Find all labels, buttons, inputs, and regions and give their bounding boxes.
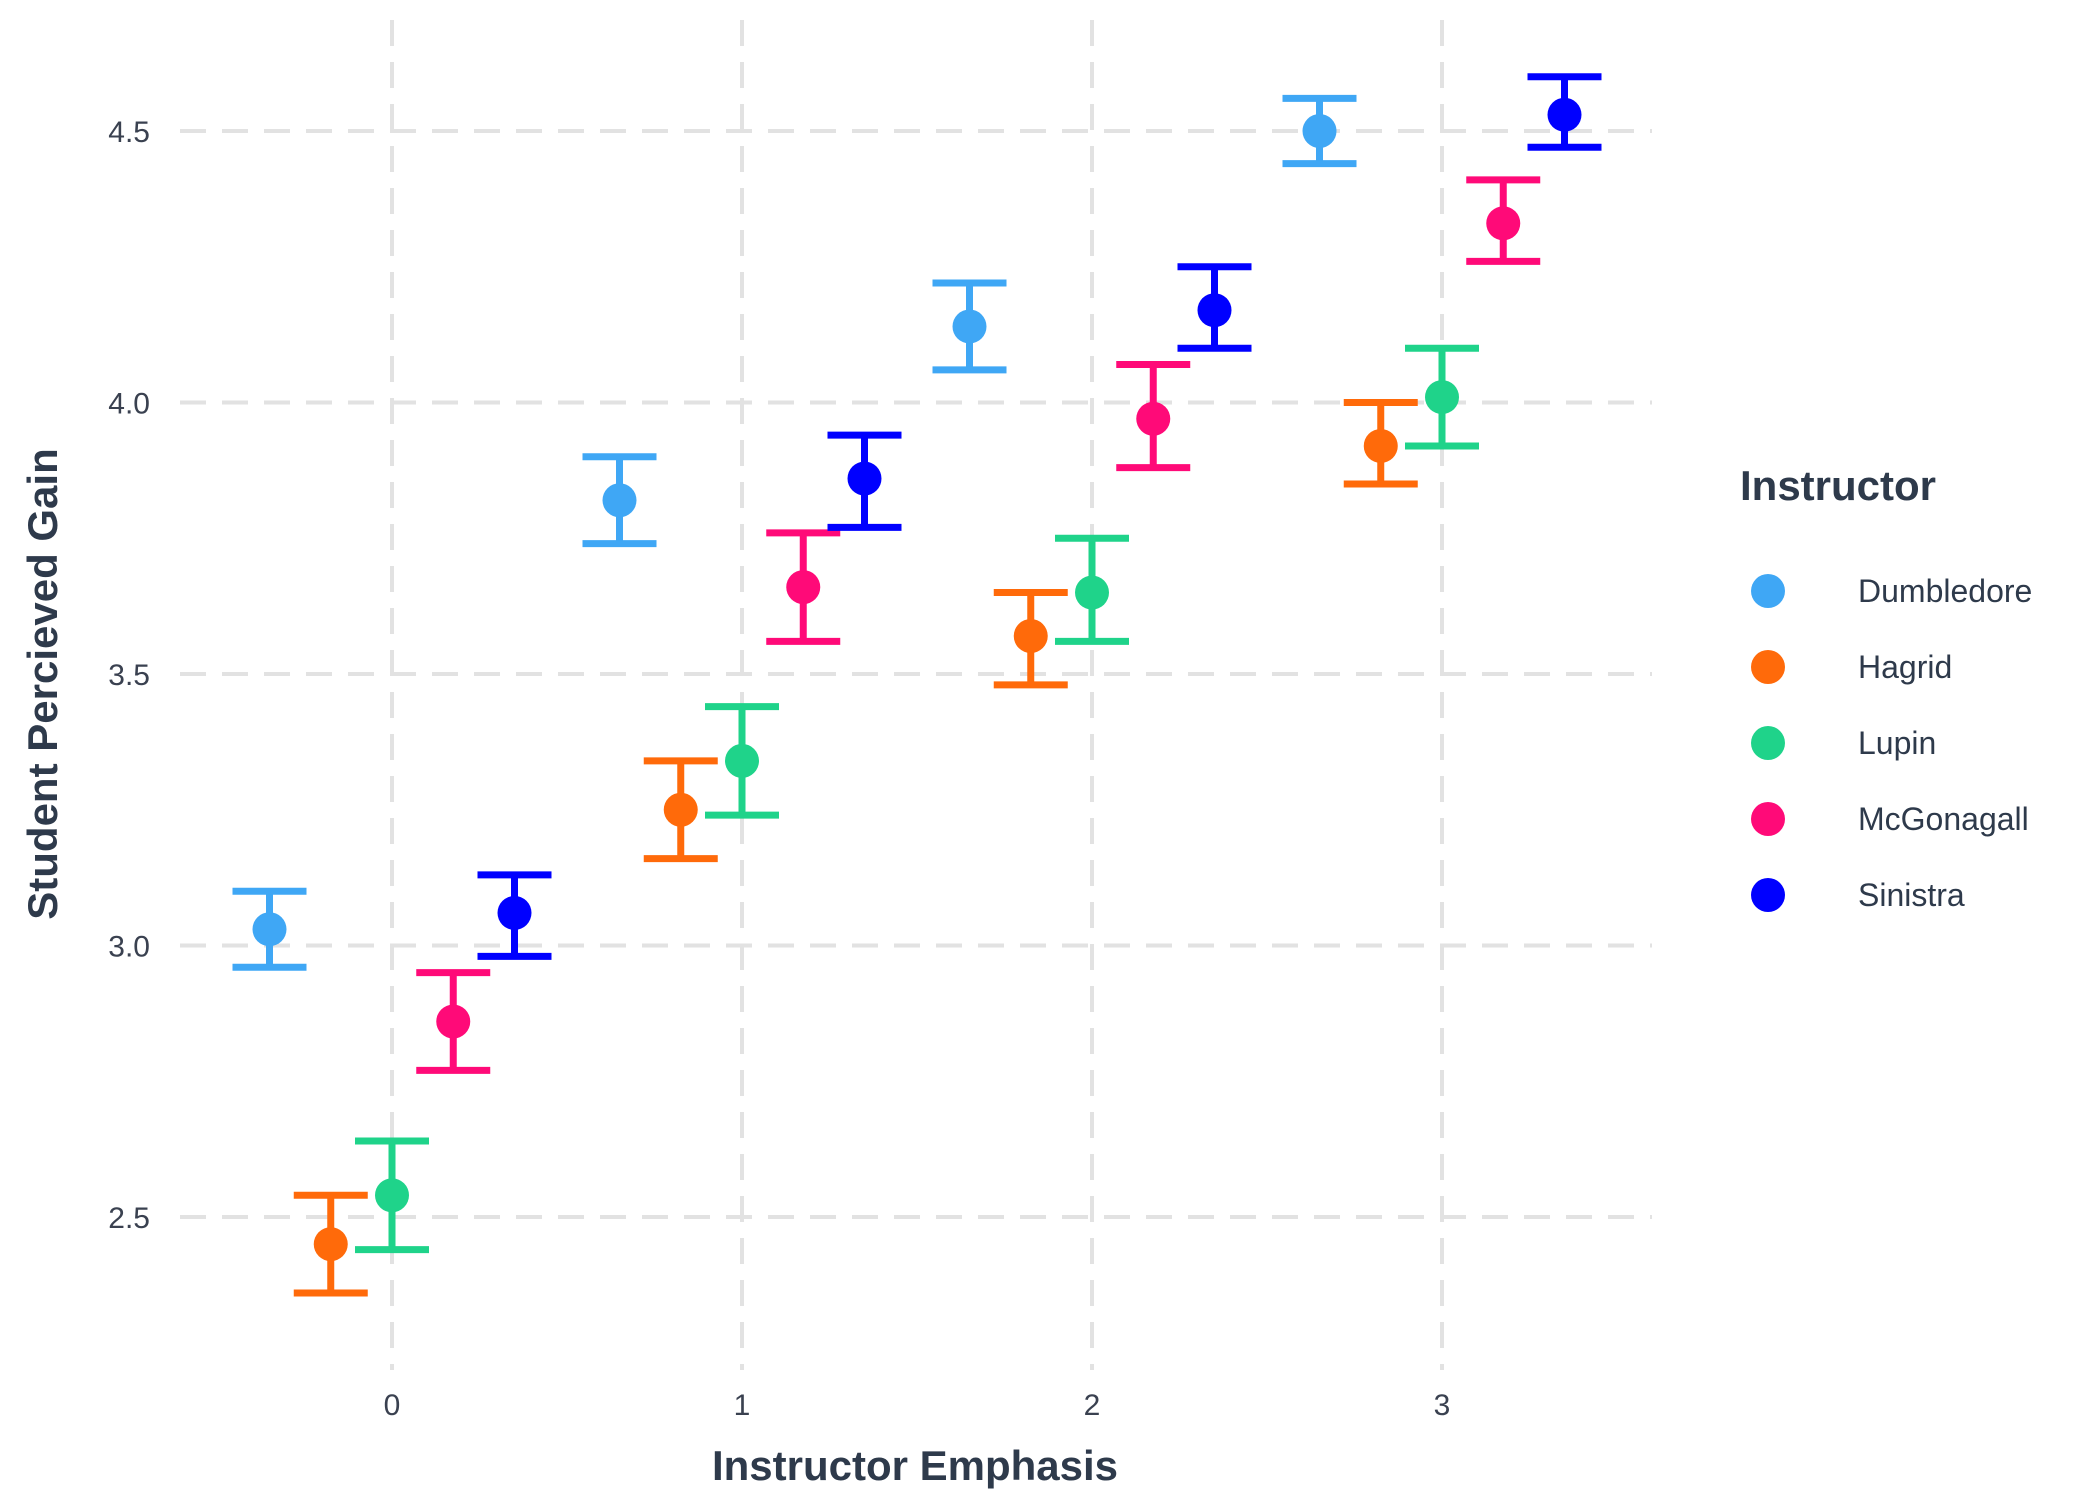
x-tick-label-0: 0: [384, 1389, 401, 1422]
marker-sinistra-2: [1197, 293, 1232, 328]
x-axis-title: Instructor Emphasis: [712, 1442, 1118, 1489]
marker-mcgonagall-0: [436, 1004, 471, 1039]
legend-item-mcgonagall: McGonagall: [1751, 801, 2029, 837]
point-lupin-3: [1405, 344, 1479, 450]
marker-lupin-0: [375, 1178, 409, 1213]
point-hagrid-0: [293, 1191, 368, 1297]
marker-lupin-3: [1425, 380, 1459, 415]
point-sinistra-3: [1527, 73, 1602, 151]
point-sinistra-2: [1177, 263, 1252, 352]
legend-swatch-dumbledore: [1751, 574, 1785, 608]
legend-item-lupin: Lupin: [1751, 725, 1936, 761]
grid-layer: [180, 20, 1652, 1370]
marker-hagrid-0: [313, 1227, 348, 1262]
y-tick-label-3: 4.0: [108, 388, 150, 421]
legend-item-hagrid: Hagrid: [1751, 649, 1952, 685]
marker-dumbledore-3: [1302, 114, 1337, 148]
y-tick-label-1: 3.0: [108, 931, 150, 964]
marker-hagrid-2: [1013, 618, 1048, 653]
marker-sinistra-3: [1547, 97, 1582, 132]
point-sinistra-0: [477, 871, 552, 960]
legend: Instructor Dumbledore Hagrid Lupin McGonaga…: [1740, 462, 2032, 913]
point-dumbledore-0: [232, 887, 307, 971]
y-axis-title: Student Percieved Gain: [19, 448, 66, 919]
marker-mcgonagall-2: [1136, 401, 1171, 436]
point-hagrid-1: [643, 757, 718, 863]
point-dumbledore-3: [1282, 94, 1357, 168]
legend-label-sinistra: Sinistra: [1858, 877, 1965, 913]
legend-label-hagrid: Hagrid: [1858, 649, 1952, 685]
legend-item-sinistra: Sinistra: [1751, 877, 1965, 913]
legend-swatch-sinistra: [1751, 878, 1785, 912]
point-lupin-2: [1055, 534, 1129, 645]
marker-mcgonagall-3: [1486, 206, 1521, 241]
legend-swatch-mcgonagall: [1751, 802, 1785, 836]
marker-lupin-1: [725, 743, 759, 778]
legend-items: Dumbledore Hagrid Lupin McGonagall Sinistra: [1751, 573, 2032, 913]
legend-label-mcgonagall: McGonagall: [1858, 801, 2029, 837]
marker-mcgonagall-1: [786, 570, 821, 605]
point-dumbledore-2: [932, 279, 1007, 374]
point-lupin-0: [355, 1137, 429, 1254]
legend-label-dumbledore: Dumbledore: [1858, 573, 2032, 609]
point-hagrid-3: [1343, 399, 1418, 488]
point-hagrid-2: [993, 589, 1068, 689]
marker-hagrid-1: [663, 792, 698, 827]
marker-hagrid-3: [1363, 428, 1398, 463]
point-mcgonagall-0: [416, 969, 491, 1074]
marker-lupin-2: [1075, 575, 1109, 610]
marker-dumbledore-0: [252, 912, 287, 947]
legend-swatch-hagrid: [1751, 650, 1785, 684]
y-tick-label-2: 3.5: [108, 659, 150, 692]
point-mcgonagall-2: [1116, 360, 1191, 472]
x-tick-label-2: 2: [1084, 1389, 1101, 1422]
y-tick-label-4: 4.5: [108, 116, 150, 149]
legend-label-lupin: Lupin: [1858, 725, 1936, 761]
point-mcgonagall-1: [766, 529, 841, 645]
plot-area: [232, 73, 1602, 1297]
legend-swatch-lupin: [1751, 726, 1785, 760]
marker-dumbledore-2: [952, 309, 987, 344]
point-dumbledore-1: [582, 453, 657, 548]
legend-item-dumbledore: Dumbledore: [1751, 573, 2032, 609]
marker-dumbledore-1: [602, 483, 637, 518]
y-tick-label-0: 2.5: [108, 1202, 150, 1235]
marker-sinistra-1: [847, 461, 882, 496]
marker-sinistra-0: [497, 895, 532, 930]
point-lupin-1: [705, 703, 779, 819]
point-sinistra-1: [827, 431, 902, 531]
x-tick-label-3: 3: [1434, 1389, 1451, 1422]
legend-title: Instructor: [1740, 462, 1936, 509]
tick-labels: 0 1 2 3 2.5 3.0 3.5 4.0 4.5: [108, 116, 1450, 1422]
x-tick-label-1: 1: [734, 1389, 751, 1422]
point-mcgonagall-3: [1466, 176, 1541, 265]
